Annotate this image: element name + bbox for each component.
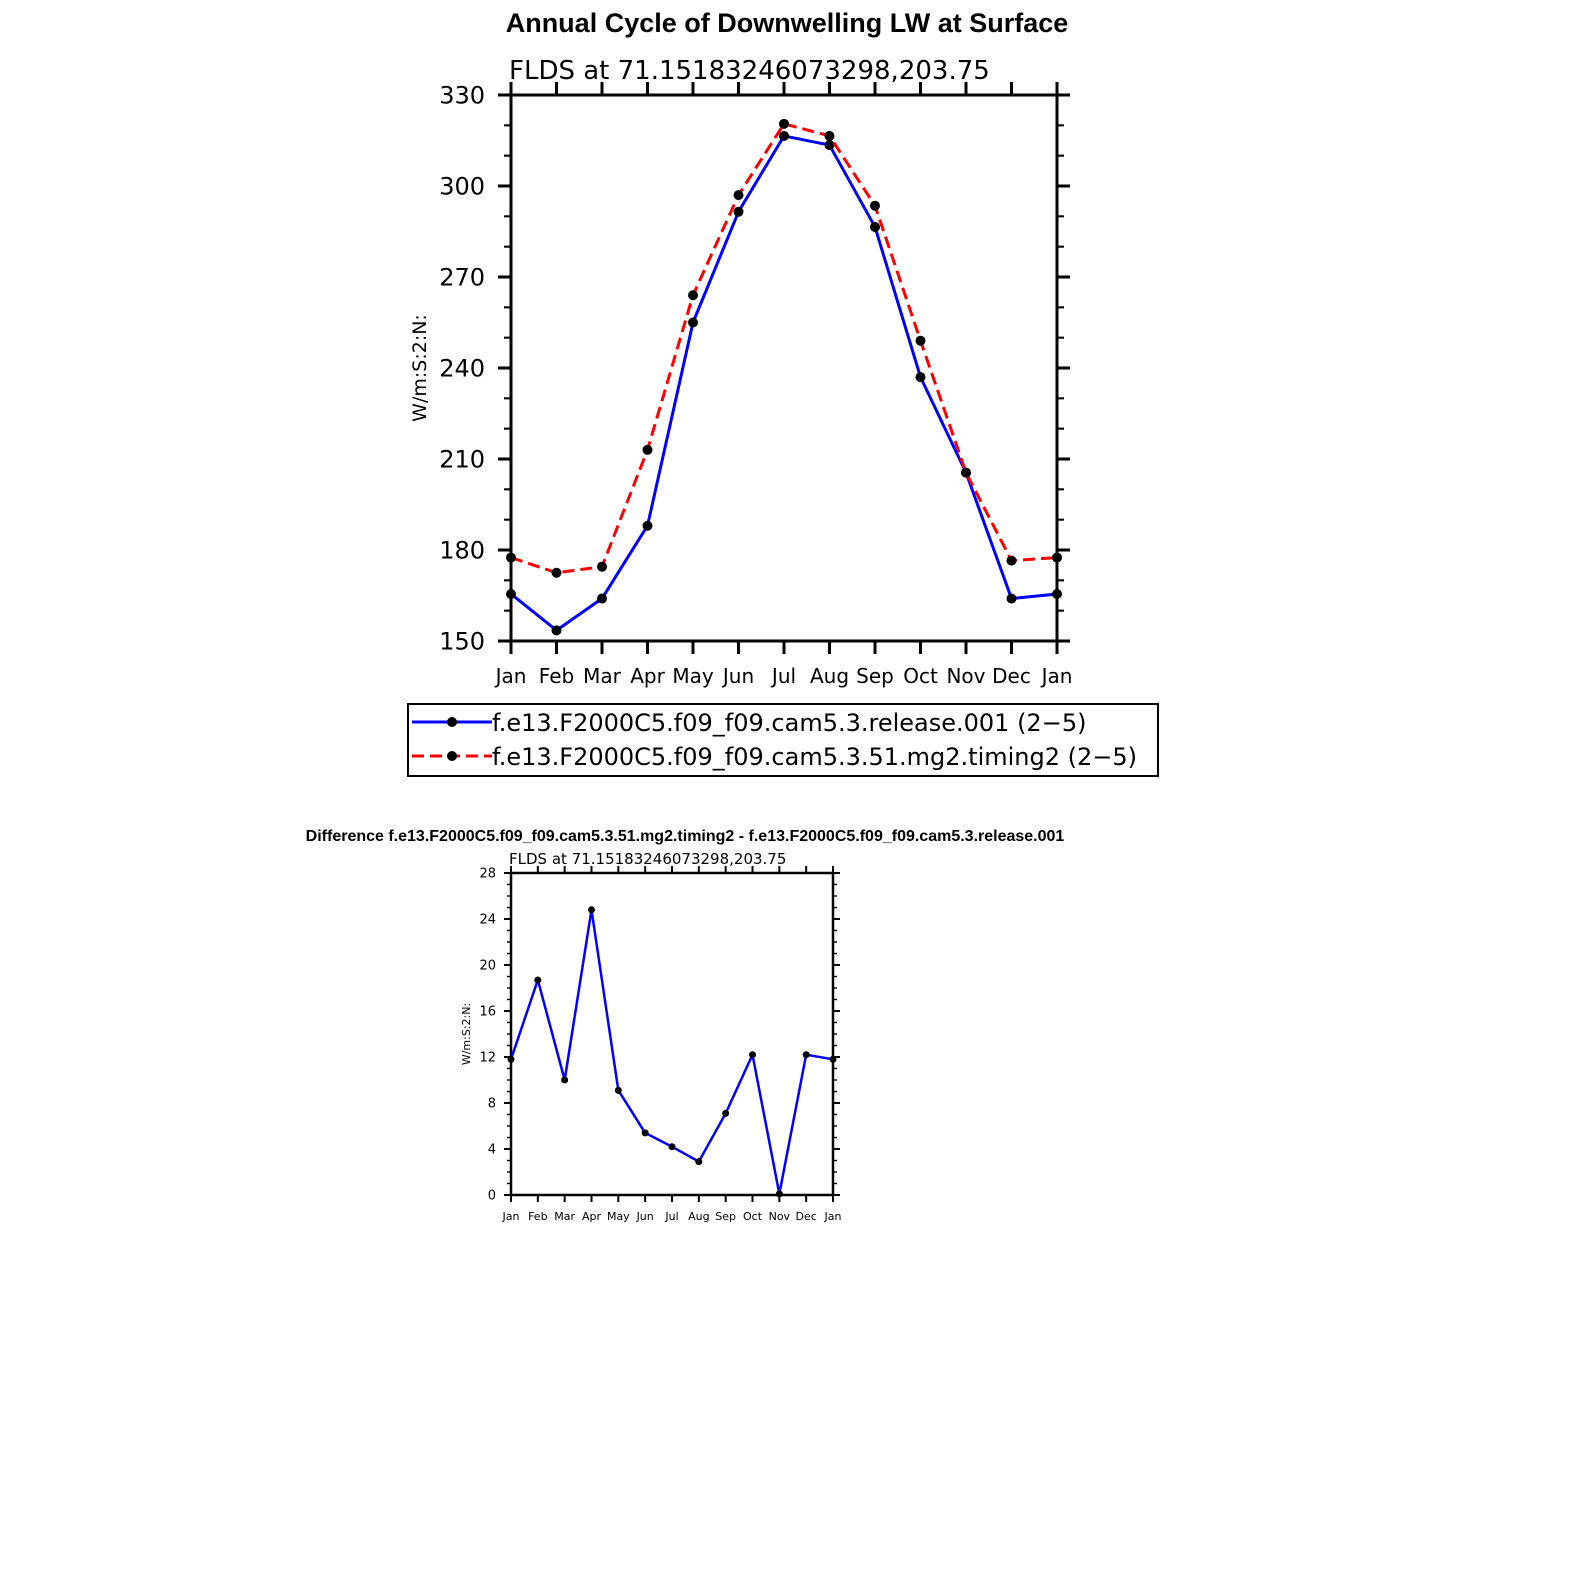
chart-0-series-0-point [551, 625, 562, 636]
chart-0-series-0-point [779, 130, 789, 141]
chart-0-series-1-point [1052, 552, 1062, 563]
chart-1-series-0-point [749, 1051, 756, 1059]
chart-0-xtick-label: Nov [946, 664, 985, 688]
chart-1-ytick-label: 20 [479, 959, 496, 974]
chart-0-series-1-point [642, 444, 653, 455]
chart-1-xtick-label: Mar [554, 1210, 575, 1223]
chart-0-series-1-point [597, 561, 607, 572]
chart-0-series-0-line [510, 134, 1058, 632]
chart-0-xtick-label: Sep [856, 664, 894, 688]
chart-1-series-0-point [588, 906, 595, 914]
chart-0-series-0-point [733, 206, 744, 217]
chart-1-xtick-label: Feb [528, 1210, 547, 1223]
chart-1-xtick-label: Jan [502, 1210, 520, 1223]
chart-1-series-0-point [695, 1158, 703, 1166]
chart-0-series-1-point [961, 467, 971, 478]
chart-0-series-1-point [824, 130, 835, 141]
chart-1-xtick-label: Jan [824, 1210, 842, 1223]
chart-1-series-0-point [668, 1143, 676, 1151]
chart-0-xtick-label: Dec [992, 664, 1031, 688]
chart-0-series-0-point [597, 593, 607, 604]
chart-0-series-1-point [551, 567, 562, 578]
chart-0-legend-label-1: f.e13.F2000C5.f09_f09.cam5.3.51.mg2.timi… [492, 743, 1137, 771]
chart-0-series-1-point [870, 200, 880, 211]
chart-0-ytick-label: 270 [439, 264, 485, 292]
chart-0-series-0-point [1006, 593, 1017, 604]
chart-0-xtick-label: Jan [494, 664, 527, 688]
chart-1-xtick-label: Apr [582, 1210, 602, 1223]
chart-1-series-0-point [534, 976, 542, 984]
chart-0-series-0-point [915, 372, 926, 383]
chart-0-series-1-point [915, 335, 926, 346]
chart-0-xtick-label: Feb [539, 664, 574, 688]
chart-1-series-0-point [614, 1086, 622, 1094]
chart-1-ytick-label: 0 [488, 1189, 496, 1204]
main-chart-title: Annual Cycle of Downwelling LW at Surfac… [505, 8, 1069, 38]
chart-0-series-1-point [779, 118, 789, 129]
chart-0-ytick-label: 150 [439, 628, 485, 656]
chart-1-series-0-point [507, 1055, 515, 1063]
chart-1-series-0-point [829, 1055, 837, 1063]
difference-chart-title: Difference f.e13.F2000C5.f09_f09.cam5.3.… [305, 828, 1065, 845]
chart-0-xtick-label: Jun [721, 664, 754, 688]
chart-1-series-0-line [509, 908, 834, 1196]
chart-1-xtick-label: Sep [715, 1210, 736, 1223]
chart-0-series-1-point [1006, 555, 1017, 566]
chart-1-subtitle: FLDS at 71.15183246073298,203.75 [509, 850, 786, 868]
chart-1-xtick-label: Jun [636, 1210, 654, 1223]
chart-0-xtick-label: May [672, 664, 714, 688]
chart-0-xtick-label: Jul [770, 664, 796, 688]
chart-0-y-axis-label: W/m:S:2:N: [409, 314, 431, 422]
chart-1-xtick-label: Aug [688, 1210, 709, 1223]
chart-0-series-1-point [688, 290, 698, 301]
chart-0-series-1-point [733, 190, 744, 201]
chart-1-series-0-point [722, 1109, 730, 1117]
chart-1-ytick-label: 4 [488, 1143, 496, 1158]
chart-0-legend-marker-0 [447, 717, 457, 727]
chart-0-series-0-point [642, 520, 653, 531]
chart-0-ytick-label: 330 [439, 82, 485, 110]
chart-0-ytick-label: 210 [439, 446, 485, 474]
chart-0-series-1-point [506, 552, 516, 563]
chart-0-xtick-label: Jan [1040, 664, 1073, 688]
chart-0-legend-label-0: f.e13.F2000C5.f09_f09.cam5.3.release.001… [492, 709, 1086, 737]
chart-0-series-0-point [506, 588, 516, 599]
chart-0-series-0-point [824, 140, 835, 151]
chart-0-ytick-label: 300 [439, 173, 485, 201]
chart-0-subtitle: FLDS at 71.15183246073298,203.75 [509, 56, 990, 86]
chart-1-series-0-point [561, 1076, 569, 1084]
chart-1-ytick-label: 28 [479, 867, 496, 882]
chart-0-legend-box [407, 703, 1159, 777]
chart-1-series-0-point [775, 1190, 783, 1198]
chart-0-series-1-line [510, 122, 1058, 575]
chart-0-ytick-label: 180 [439, 537, 485, 565]
chart-1-xtick-label: Nov [769, 1210, 791, 1223]
chart-1-series-0-point [641, 1129, 649, 1137]
chart-1-series-0-point [802, 1051, 810, 1059]
chart-0-xtick-label: Apr [630, 664, 665, 688]
chart-1-xtick-label: Dec [796, 1210, 817, 1223]
chart-0-legend-marker-1 [447, 751, 457, 761]
chart-1-xtick-label: Jul [664, 1210, 678, 1223]
chart-0-xtick-label: Aug [810, 664, 849, 688]
chart-1-ytick-label: 24 [479, 913, 496, 928]
chart-0-xtick-label: Mar [583, 664, 622, 688]
chart-1-ytick-label: 8 [488, 1097, 496, 1112]
chart-0-series-0-point [1052, 588, 1062, 599]
chart-1-ytick-label: 12 [479, 1051, 496, 1066]
chart-0-series-0-point [870, 221, 880, 232]
chart-1-xtick-label: May [607, 1210, 630, 1223]
chart-1-y-axis-label: W/m:S:2:N: [460, 1003, 473, 1065]
chart-0-xtick-label: Oct [903, 664, 938, 688]
chart-0-ytick-label: 240 [439, 355, 485, 383]
chart-0-series-0-point [688, 317, 698, 328]
chart-1-xtick-label: Oct [743, 1210, 763, 1223]
chart-0-plot-frame [509, 93, 1059, 643]
chart-1-ytick-label: 16 [479, 1005, 496, 1020]
